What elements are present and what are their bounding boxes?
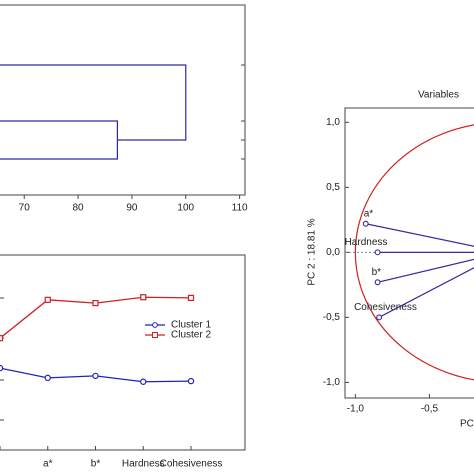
y-axis-label: PC 2 : 18.81 % <box>307 218 318 285</box>
point <box>44 374 51 382</box>
point <box>140 294 147 301</box>
x-tick-label: -1,0 <box>347 404 365 415</box>
x-tick-label: 100 <box>177 203 194 214</box>
x-tick-label: Cohesiveness <box>160 459 223 470</box>
x-axis-label: PC <box>460 419 474 430</box>
point <box>0 364 4 372</box>
chart-title: Variables <box>418 90 459 101</box>
point <box>374 249 381 256</box>
y-tick-label: 0,5 <box>326 182 340 193</box>
dendrogram-link <box>0 64 187 141</box>
point <box>92 300 99 307</box>
unit-circle <box>354 124 474 381</box>
y-tick-label: 1,0 <box>326 117 340 128</box>
x-tick-label: -0,5 <box>421 404 439 415</box>
x-tick-label: 70 <box>19 203 31 214</box>
vector <box>378 267 474 318</box>
point <box>376 314 383 321</box>
plot-frame <box>0 254 246 451</box>
point-label: Hardness <box>345 237 388 248</box>
point <box>187 377 195 385</box>
point <box>187 294 195 301</box>
point-label: Cohesiveness <box>354 302 417 313</box>
point <box>92 372 99 380</box>
legend-marker <box>152 322 158 328</box>
vector <box>365 223 474 247</box>
point <box>44 296 51 303</box>
point-label: b* <box>372 267 382 278</box>
x-tick-label: 110 <box>232 203 248 214</box>
y-tick-label: -1,0 <box>323 377 341 388</box>
x-tick-label: 80 <box>73 203 85 214</box>
point <box>362 220 369 227</box>
y-tick-label: 0,0 <box>326 247 340 258</box>
x-tick-label: a* <box>43 459 53 470</box>
plot-frame <box>344 107 474 399</box>
x-tick-label: 90 <box>126 203 138 214</box>
x-tick-label: Hardness <box>122 459 165 470</box>
dendrogram-link <box>0 120 118 160</box>
legend-label: Cluster 2 <box>171 330 211 341</box>
point <box>0 335 4 342</box>
vector <box>377 258 474 283</box>
point <box>140 378 147 385</box>
legend-label: Cluster 1 <box>171 320 211 331</box>
x-tick-label: b* <box>91 459 101 470</box>
point-label: a* <box>364 208 374 219</box>
plot-frame <box>0 4 246 196</box>
legend-marker <box>152 332 158 338</box>
point <box>374 279 381 286</box>
y-tick-label: -0,5 <box>323 312 341 323</box>
